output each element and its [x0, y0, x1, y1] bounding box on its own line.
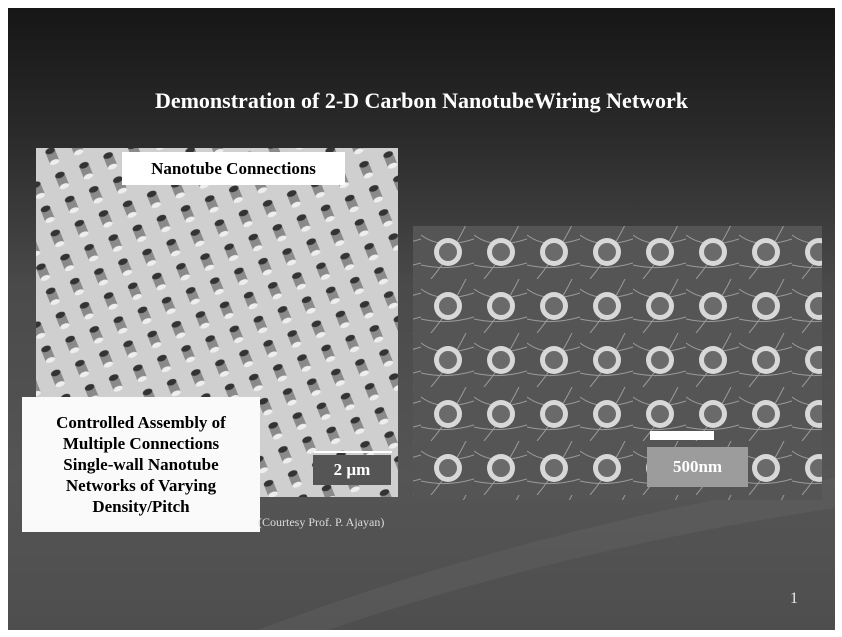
caption-line: Multiple Connections — [63, 433, 219, 454]
caption-line: Single-wall Nanotube — [63, 454, 218, 475]
scale-bar-label: 500nm — [647, 447, 748, 487]
caption-line: Density/Pitch — [92, 496, 189, 517]
slide: Demonstration of 2-D Carbon NanotubeWiri… — [8, 8, 835, 630]
page-number: 1 — [790, 590, 798, 608]
scale-bar-line — [650, 431, 714, 440]
caption-line: Networks of Varying — [66, 475, 216, 496]
scale-bar-line — [314, 451, 392, 453]
caption-box: Controlled Assembly of Multiple Connecti… — [22, 397, 260, 532]
slide-title: Demonstration of 2-D Carbon NanotubeWiri… — [8, 88, 835, 114]
caption-line: Controlled Assembly of — [56, 412, 226, 433]
page: Demonstration of 2-D Carbon NanotubeWiri… — [0, 0, 842, 637]
courtesy: (Courtesy Prof. P. Ajayan) — [258, 515, 384, 530]
scale-bar-label: 2 µm — [313, 455, 391, 485]
right-image — [413, 226, 822, 500]
image-label: Nanotube Connections — [122, 152, 345, 185]
